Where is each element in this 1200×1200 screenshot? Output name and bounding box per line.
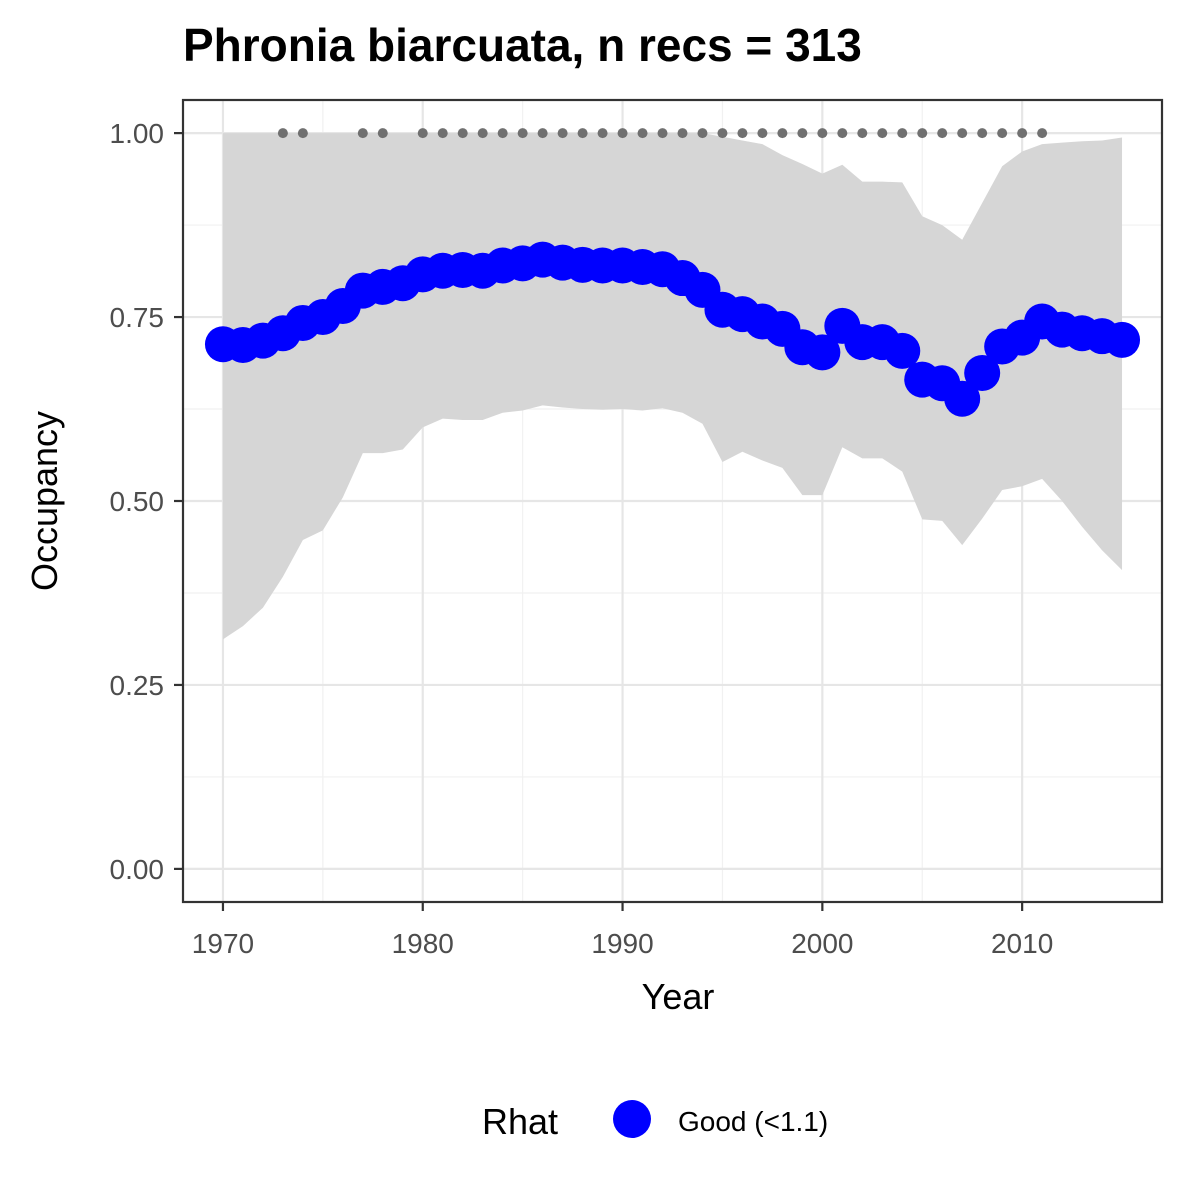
legend: Rhat Good (<1.1) <box>482 1100 828 1142</box>
record-point <box>777 128 788 139</box>
record-point <box>637 128 648 139</box>
x-axis-title: Year <box>642 976 715 1017</box>
record-point <box>877 128 888 139</box>
y-axis-title: Occupancy <box>24 411 65 591</box>
record-point <box>1017 128 1028 139</box>
record-point <box>717 128 728 139</box>
x-tick-label: 1980 <box>392 928 454 959</box>
record-point <box>817 128 828 139</box>
series-point <box>944 380 981 417</box>
occupancy-series <box>204 241 1141 417</box>
record-point <box>297 128 308 139</box>
record-point <box>997 128 1008 139</box>
legend-title: Rhat <box>482 1101 558 1142</box>
series-point <box>1104 321 1141 358</box>
record-point <box>797 128 808 139</box>
legend-key-good <box>613 1100 651 1138</box>
record-point <box>957 128 968 139</box>
record-point <box>417 128 428 139</box>
record-point <box>517 128 528 139</box>
series-point <box>884 332 921 369</box>
record-point <box>577 128 588 139</box>
record-point <box>277 128 288 139</box>
record-point <box>477 128 488 139</box>
y-axis: 0.00 0.25 0.50 0.75 1.00 <box>110 118 183 885</box>
record-point <box>437 128 448 139</box>
y-tick-label: 1.00 <box>110 118 165 149</box>
record-point <box>617 128 628 139</box>
record-point <box>757 128 768 139</box>
record-points <box>277 128 1048 139</box>
record-point <box>837 128 848 139</box>
x-axis: 1970 1980 1990 2000 2010 <box>192 902 1053 959</box>
record-point <box>1037 128 1048 139</box>
legend-label-good: Good (<1.1) <box>678 1106 828 1137</box>
record-point <box>377 128 388 139</box>
record-point <box>697 128 708 139</box>
y-tick-label: 0.50 <box>110 486 165 517</box>
x-tick-label: 2010 <box>991 928 1053 959</box>
series-point <box>804 334 841 371</box>
record-point <box>857 128 868 139</box>
record-point <box>897 128 908 139</box>
x-tick-label: 1990 <box>591 928 653 959</box>
y-tick-label: 0.00 <box>110 854 165 885</box>
record-point <box>737 128 748 139</box>
record-point <box>657 128 668 139</box>
record-point <box>937 128 948 139</box>
series-point <box>964 354 1001 391</box>
record-point <box>977 128 988 139</box>
x-tick-label: 1970 <box>192 928 254 959</box>
x-tick-label: 2000 <box>791 928 853 959</box>
y-tick-label: 0.75 <box>110 302 165 333</box>
y-tick-label: 0.25 <box>110 670 165 701</box>
record-point <box>557 128 568 139</box>
record-point <box>357 128 368 139</box>
record-point <box>597 128 608 139</box>
record-point <box>537 128 548 139</box>
chart-title: Phronia biarcuata, n recs = 313 <box>183 19 862 71</box>
record-point <box>917 128 928 139</box>
record-point <box>677 128 688 139</box>
record-point <box>497 128 508 139</box>
record-point <box>457 128 468 139</box>
